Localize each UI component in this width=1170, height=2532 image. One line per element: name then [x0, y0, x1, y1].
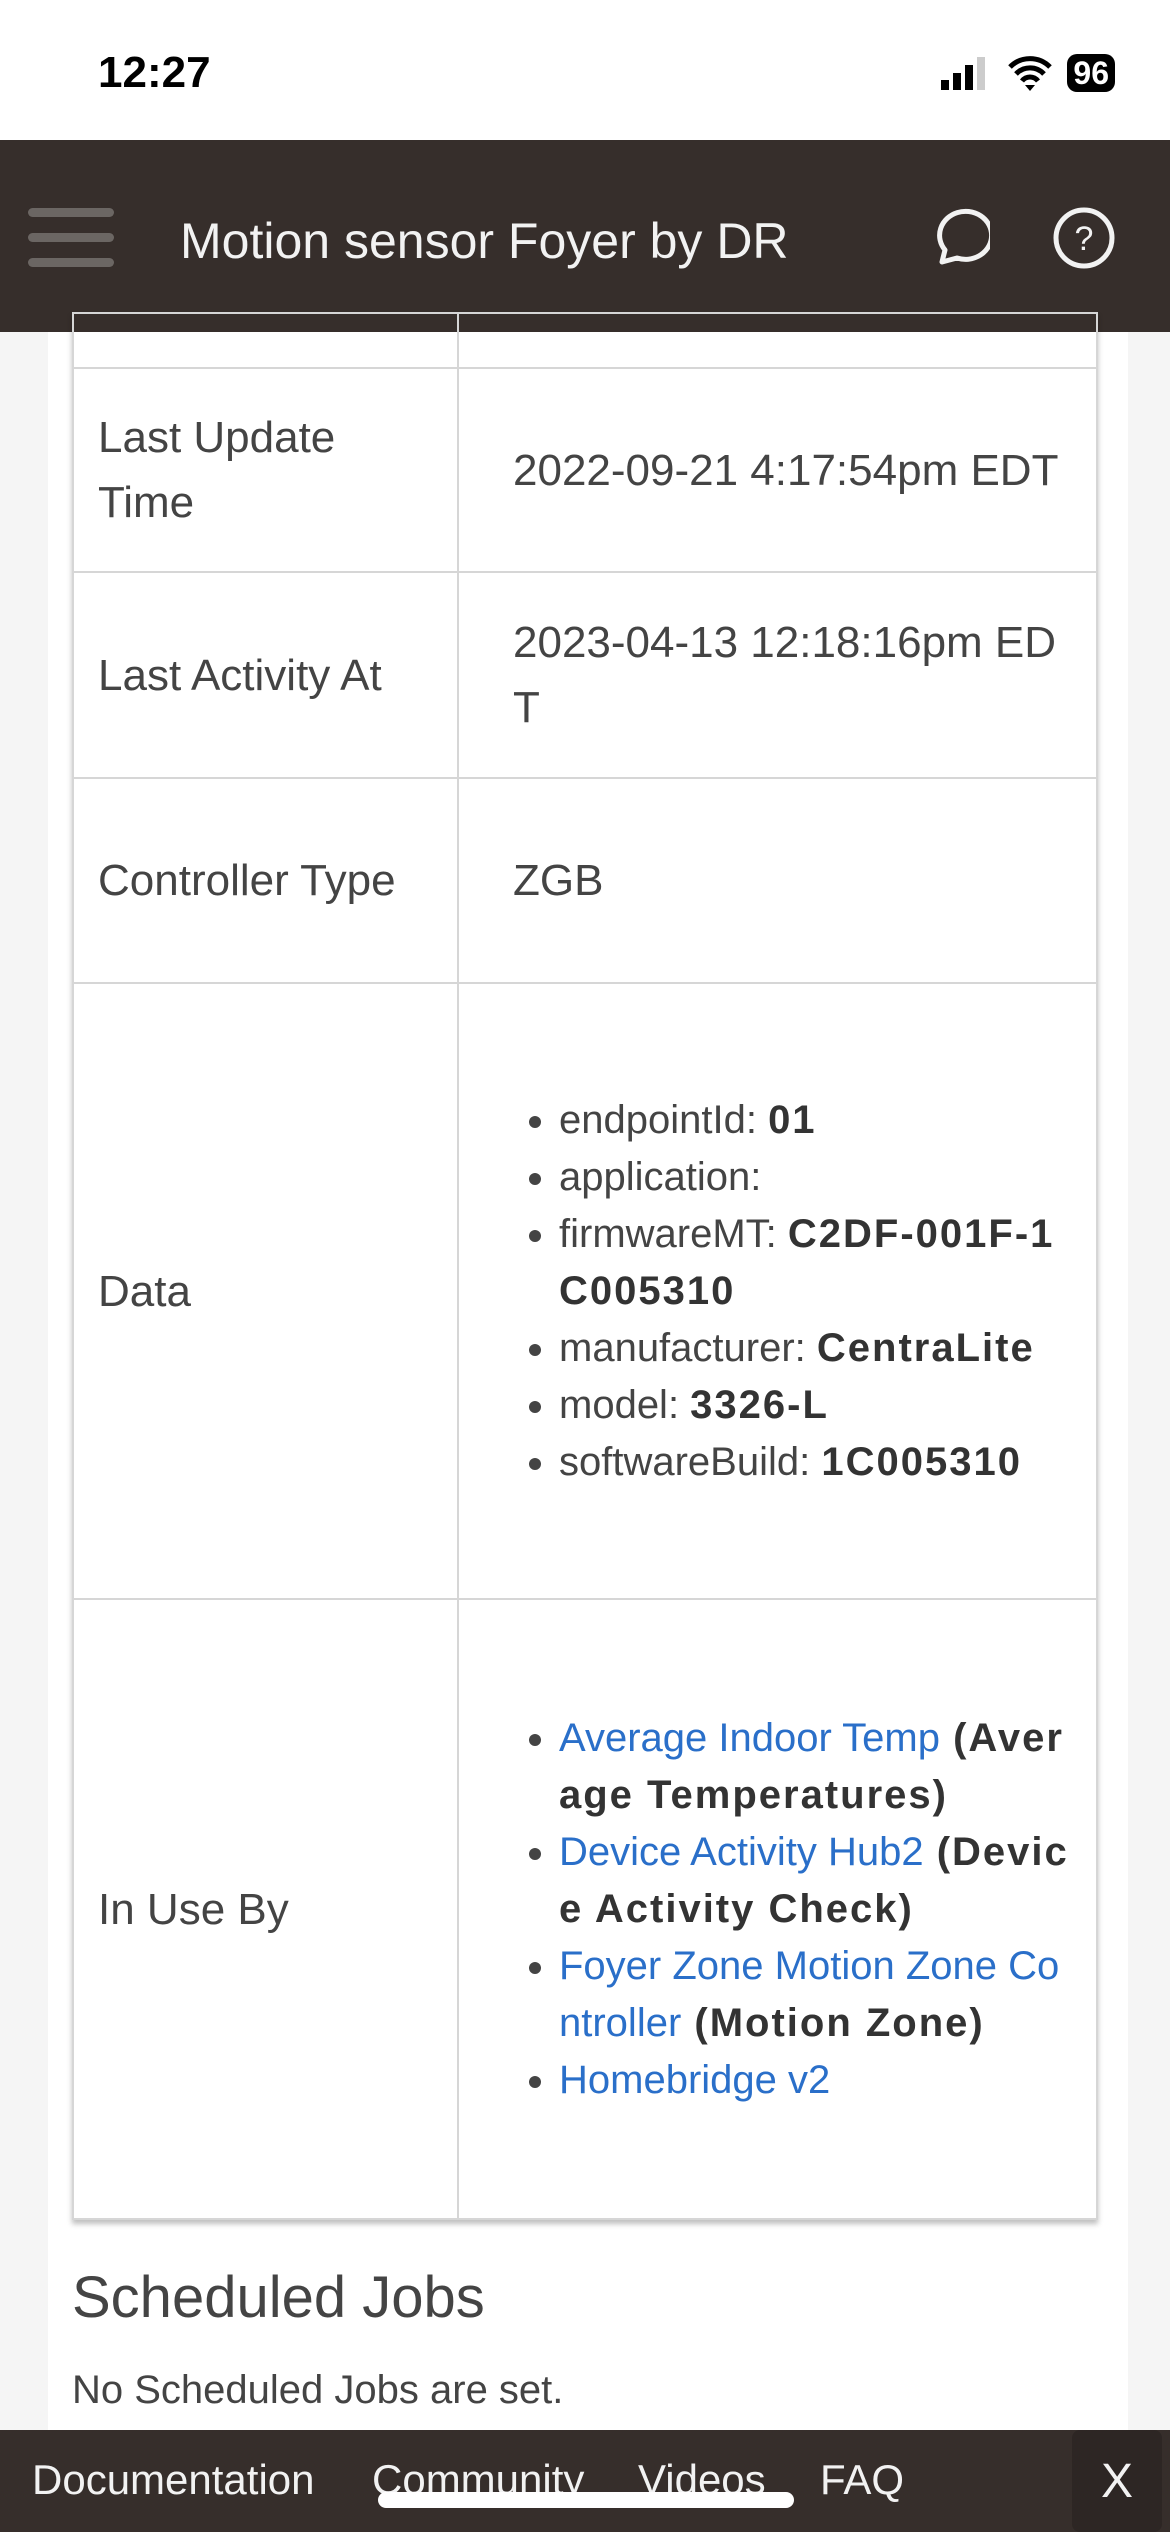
list-item: Device Activity Hub2 (Device Activity Ch…	[559, 1824, 1076, 1938]
list-item: manufacturer: CentraLite	[559, 1320, 1076, 1377]
list-item: Homebridge v2	[559, 2052, 1076, 2109]
table-row: Last Update Time 2022-09-21 4:17:54pm EDT	[72, 367, 1098, 573]
app-link[interactable]: Foyer Zone Motion Zone Controller	[559, 1943, 1060, 2045]
app-link[interactable]: Average Indoor Temp	[559, 1715, 940, 1760]
table-row: Controller Type ZGB	[72, 777, 1098, 984]
table-row	[72, 312, 1098, 369]
page-title: Motion sensor Foyer by DR	[180, 213, 789, 269]
table-row-data: Data endpointId: 01 application: firmwar…	[72, 982, 1098, 1600]
menu-icon[interactable]	[28, 208, 114, 283]
clock: 12:27	[98, 48, 211, 97]
in-use-list: Average Indoor Temp (Average Temperature…	[459, 1710, 1076, 2109]
device-details-card: Last Update Time 2022-09-21 4:17:54pm EDT…	[48, 312, 1128, 2432]
table-row-in-use-by: In Use By Average Indoor Temp (Average T…	[72, 1598, 1098, 2220]
table-row: Last Activity At 2023-04-13 12:18:16pm ED…	[72, 571, 1098, 779]
status-bar: 12:27 96	[0, 0, 1170, 140]
battery-indicator: 96	[1067, 54, 1115, 92]
list-item: firmwareMT: C2DF-001F-1C005310	[559, 1206, 1076, 1320]
app-header: Motion sensor Foyer by DR ?	[0, 140, 1170, 332]
svg-text:?: ?	[1075, 220, 1094, 258]
home-indicator	[378, 2492, 794, 2508]
scheduled-jobs-text: No Scheduled Jobs are set.	[72, 2368, 564, 2412]
list-item: application:	[559, 1149, 1076, 1206]
scheduled-jobs-heading: Scheduled Jobs	[72, 2265, 485, 2330]
app-link[interactable]: Homebridge v2	[559, 2057, 831, 2102]
cellular-signal-icon	[941, 57, 986, 90]
list-item: Foyer Zone Motion Zone Controller (Motio…	[559, 1938, 1076, 2052]
close-icon[interactable]: X	[1072, 2430, 1162, 2532]
list-item: model: 3326-L	[559, 1377, 1076, 1434]
footer-link-faq[interactable]: FAQ	[820, 2456, 905, 2503]
list-item: Average Indoor Temp (Average Temperature…	[559, 1710, 1076, 1824]
data-list: endpointId: 01 application: firmwareMT: …	[459, 1092, 1076, 1491]
app-link[interactable]: Device Activity Hub2	[559, 1829, 924, 1874]
footer-bar: Documentation Community Videos FAQ X	[0, 2430, 1170, 2532]
wifi-icon	[1008, 56, 1053, 91]
footer-link-documentation[interactable]: Documentation	[32, 2456, 315, 2503]
help-icon[interactable]: ?	[1052, 206, 1116, 270]
device-info-table: Last Update Time 2022-09-21 4:17:54pm EDT…	[72, 312, 1098, 2220]
chat-bubble-icon[interactable]	[928, 206, 990, 268]
list-item: endpointId: 01	[559, 1092, 1076, 1149]
list-item: softwareBuild: 1C005310	[559, 1434, 1076, 1491]
